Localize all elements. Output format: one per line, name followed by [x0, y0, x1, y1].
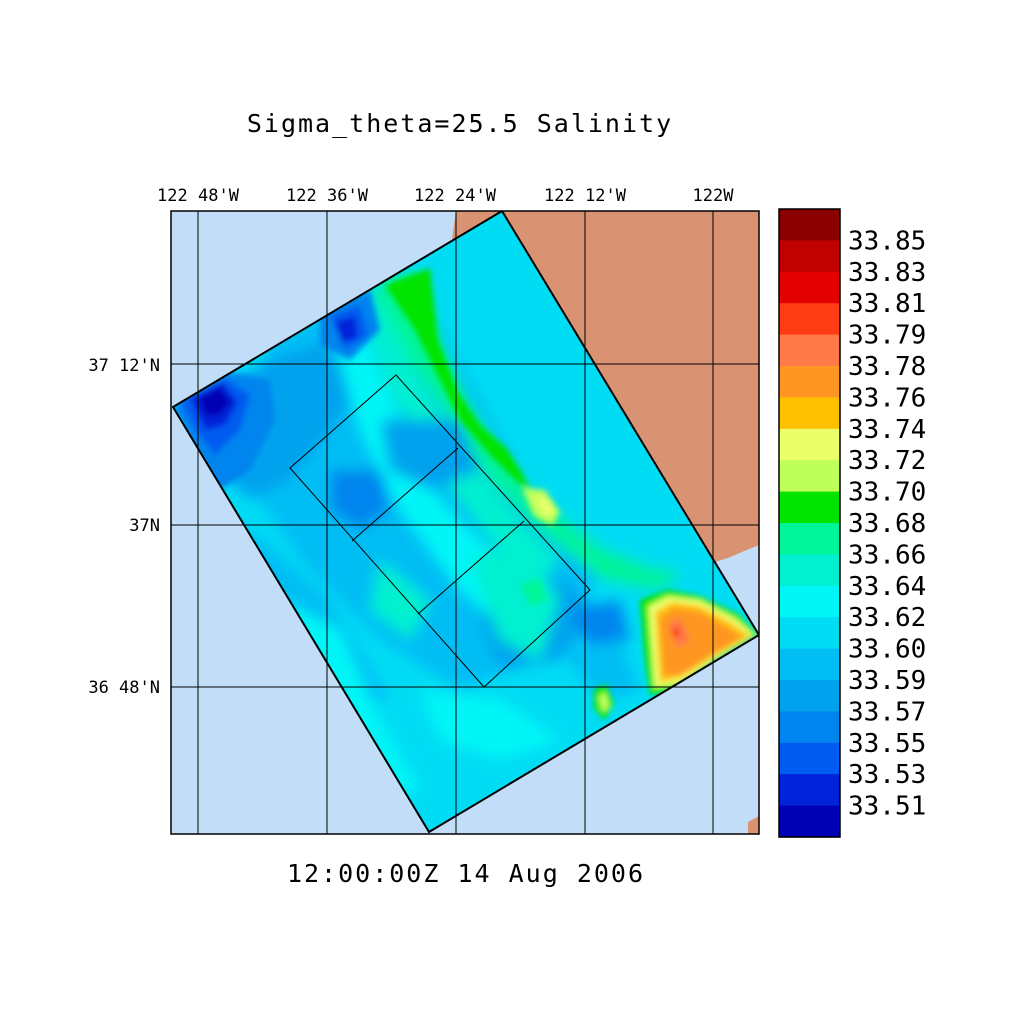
- colorbar-swatch: [779, 428, 840, 461]
- lon-label-2: 122 36'W: [286, 186, 369, 206]
- colorbar-swatch: [779, 366, 840, 398]
- colorbar-swatch: [779, 742, 840, 775]
- colorbar-label: 33.76: [848, 383, 926, 413]
- figure-title: Sigma_theta=25.5 Salinity: [247, 109, 673, 138]
- colorbar-swatch: [779, 680, 840, 712]
- colorbar-label: 33.60: [848, 635, 926, 665]
- colorbar-swatch: [779, 491, 840, 524]
- colorbar-label: 33.59: [848, 666, 926, 696]
- colorbar-swatch: [779, 209, 840, 241]
- lon-label-1: 122 48'W: [157, 186, 240, 206]
- survey-box-grid: [289, 374, 591, 688]
- colorbar-label: 33.51: [848, 792, 926, 822]
- colorbar-label: 33.68: [848, 509, 926, 539]
- map-frame: [170, 210, 760, 835]
- colorbar-label: 33.55: [848, 729, 926, 759]
- colorbar-swatch: [779, 240, 840, 273]
- colorbar-label: 33.62: [848, 603, 926, 633]
- colorbar-swatch: [779, 774, 840, 807]
- map-panel: [170, 210, 760, 835]
- colorbar-label: 33.64: [848, 572, 926, 602]
- lon-label-4: 122 12'W: [544, 186, 627, 206]
- colorbar-swatch: [779, 648, 840, 681]
- lon-label-5: 122W: [693, 186, 735, 206]
- colorbar-swatch: [779, 303, 840, 336]
- lon-label-3: 122 24'W: [414, 186, 497, 206]
- lat-label-2: 37N: [129, 516, 160, 536]
- model-domain-outline: [171, 211, 759, 834]
- land-islet: [748, 816, 759, 834]
- lat-label-1: 37 12'N: [88, 356, 160, 376]
- lat-label-3: 36 48'N: [88, 678, 160, 698]
- colorbar-swatch: [779, 397, 840, 430]
- colorbar-swatch: [779, 711, 840, 744]
- colorbar-label: 33.72: [848, 446, 926, 476]
- colorbar-swatch: [779, 617, 840, 650]
- colorbar: 33.8533.8333.8133.7933.7833.7633.7433.72…: [778, 208, 926, 838]
- colorbar-swatch: [779, 554, 840, 587]
- colorbar-label: 33.74: [848, 415, 926, 445]
- colorbar-label: 33.57: [848, 697, 926, 727]
- colorbar-label: 33.81: [848, 289, 926, 319]
- colorbar-label: 33.83: [848, 258, 926, 288]
- colorbar-label: 33.79: [848, 321, 926, 351]
- colorbar-label: 33.66: [848, 540, 926, 570]
- colorbar-label: 33.78: [848, 352, 926, 382]
- timestamp-label: 12:00:00Z 14 Aug 2006: [287, 859, 645, 888]
- colorbar-swatch: [779, 334, 840, 367]
- colorbar-swatch: [779, 805, 840, 838]
- colorbar-label: 33.85: [848, 226, 926, 256]
- colorbar-label: 33.53: [848, 760, 926, 790]
- colorbar-label: 33.70: [848, 478, 926, 508]
- colorbar-frame: [778, 208, 841, 838]
- colorbar-swatch: [779, 271, 840, 304]
- colorbar-swatch: [779, 460, 840, 493]
- colorbar-swatch: [779, 585, 840, 618]
- colorbar-swatch: [779, 523, 840, 555]
